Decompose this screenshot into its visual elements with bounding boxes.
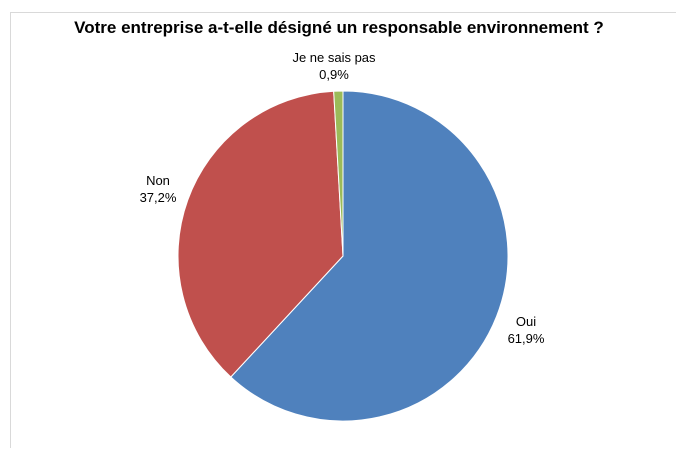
chart-title: Votre entreprise a-t-elle désigné un res… xyxy=(74,18,604,37)
slice-label-category: Je ne sais pas xyxy=(292,50,376,65)
slice-label-category: Non xyxy=(146,173,170,188)
slice-labels: Oui 61,9% Non 37,2% Je ne sais pas 0,9% xyxy=(140,50,545,346)
pie-slices xyxy=(177,90,509,422)
slice-label-category: Oui xyxy=(516,314,536,329)
pie-slice-je-ne-sais-pas xyxy=(333,90,344,257)
slice-label-value: 61,9% xyxy=(508,331,545,346)
slice-label-value: 37,2% xyxy=(140,190,177,205)
slice-label-value: 0,9% xyxy=(319,67,349,82)
pie-slice-oui xyxy=(230,90,509,422)
pie-slice-non xyxy=(177,90,344,378)
